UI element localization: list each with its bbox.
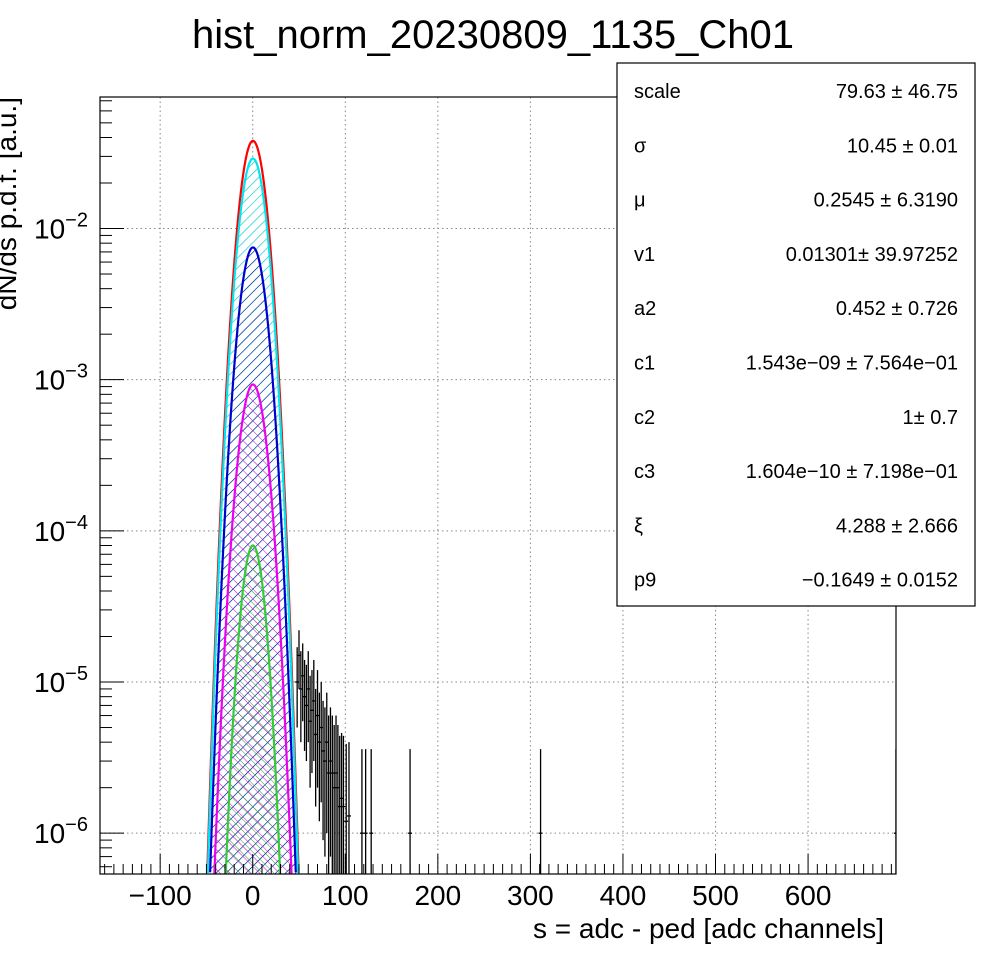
stats-param-name: c2 [634, 407, 655, 429]
stats-param-name: p9 [634, 570, 656, 592]
x-tick-label: 400 [600, 880, 647, 911]
x-tick-label: 100 [322, 880, 369, 911]
y-tick-label: 10−5 [34, 663, 88, 698]
stats-param-name: c1 [634, 353, 655, 375]
fit-curve-2 [206, 157, 300, 874]
stats-param-name: scale [634, 81, 681, 103]
fit-curve-3 [209, 246, 297, 873]
stats-param-value: 0.01301± 39.97252 [786, 244, 958, 266]
y-tick-label: 10−4 [34, 512, 88, 547]
stats-box-frame [616, 62, 976, 607]
y-tick-labels: 10−2 10−3 10−4 10−5 10−6 [34, 210, 88, 850]
y-axis-label: dN/ds p.d.f. [a.u.] [0, 97, 22, 310]
stats-param-name: σ [634, 135, 647, 157]
stats-param-value: −0.1649 ± 0.0152 [802, 570, 958, 592]
y-tick-label: 10−3 [34, 361, 88, 396]
stats-param-value: 1± 0.7 [903, 407, 958, 429]
stats-param-value: 1.604e−10 ± 7.198e−01 [746, 461, 958, 483]
fit-curve-4 [213, 383, 293, 874]
stats-param-name: μ [634, 190, 646, 212]
stats-param-value: 79.63 ± 46.75 [836, 81, 958, 103]
x-tick-label: 200 [414, 880, 461, 911]
x-tick-label: 500 [692, 880, 739, 911]
stats-param-value: 0.452 ± 0.726 [836, 298, 958, 320]
stats-param-value: 4.288 ± 2.666 [836, 515, 958, 537]
stats-param-name: a2 [634, 298, 656, 320]
stats-param-name: c3 [634, 461, 655, 483]
y-tick-label: 10−6 [34, 814, 88, 849]
x-axis-label: s = adc - ped [adc channels] [533, 913, 884, 944]
x-tick-label: 600 [785, 880, 832, 911]
data-points [295, 630, 896, 874]
y-tick-label: 10−2 [34, 210, 88, 245]
x-tick-label: 300 [507, 880, 554, 911]
axis-ticks [100, 100, 892, 874]
stats-param-value: 1.543e−09 ± 7.564e−01 [746, 353, 958, 375]
fit-curve-5 [224, 544, 282, 874]
stats-param-name: ξ [634, 515, 643, 537]
chart-title: hist_norm_20230809_1135_Ch01 [192, 13, 794, 57]
stats-param-value: 0.2545 ± 6.3190 [814, 190, 958, 212]
x-tick-label: −100 [129, 880, 192, 911]
x-tick-labels: −100 0 100 200 300 400 500 600 [129, 880, 832, 911]
x-tick-label: 0 [245, 880, 261, 911]
stats-param-name: v1 [634, 244, 655, 266]
fit-curves [206, 139, 300, 874]
stats-param-value: 10.45 ± 0.01 [847, 135, 958, 157]
stats-box: scale 79.63 ± 46.75 σ 10.45 ± 0.01 μ 0.2545 ±… [616, 62, 976, 607]
